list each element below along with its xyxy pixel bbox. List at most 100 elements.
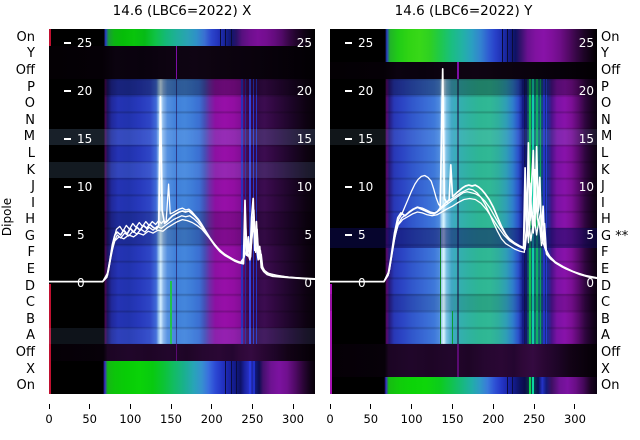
x-tick-label: 300 xyxy=(282,412,304,426)
heatmap-column-line xyxy=(249,78,252,345)
row-label: K xyxy=(26,162,35,178)
beam-trace-4 xyxy=(49,218,315,283)
row-label: Off xyxy=(15,345,35,360)
value-tick-dash xyxy=(64,234,71,236)
row-label: C xyxy=(601,295,611,311)
heatmap-column-line xyxy=(457,62,459,79)
heatmap-column-line xyxy=(241,78,244,345)
x-tick-label: 200 xyxy=(482,412,505,426)
heatmap-column-line xyxy=(255,78,257,345)
row-label: I xyxy=(31,195,35,211)
value-tick-label: 5 xyxy=(345,228,366,242)
x-tick-label: 100 xyxy=(119,412,142,426)
row-label: D xyxy=(601,278,612,294)
row-label: X xyxy=(26,361,35,377)
heatmap-column-line xyxy=(521,78,524,345)
value-tick-label: 15 xyxy=(296,132,312,146)
row-label: I xyxy=(601,195,605,211)
heatmap-column-line xyxy=(49,283,52,394)
value-tick-text: 5 xyxy=(77,228,85,242)
heatmap-column-line xyxy=(175,45,178,79)
heatmap-panel-y: 0 0 5 5 10 10 15 15 20 20 25 25 xyxy=(330,29,597,394)
value-tick-dash xyxy=(64,42,71,44)
heatmap-column-line xyxy=(169,281,172,345)
heatmap-band-off-gap-top xyxy=(330,62,597,79)
value-tick-label: 20 xyxy=(578,84,594,98)
heatmap-column-line xyxy=(528,377,531,394)
x-tick xyxy=(89,404,91,409)
x-tick xyxy=(451,404,453,409)
heatmap-band-dipole-on-top xyxy=(49,29,315,46)
heatmap-column-line xyxy=(220,29,222,46)
panel-title-x: 14.6 (LBC6=2022) X xyxy=(112,3,252,19)
value-tick-label: 25 xyxy=(345,36,373,50)
value-tick-text: 10 xyxy=(358,180,374,194)
value-tick-label: 5 xyxy=(586,228,594,242)
heatmap-column-line xyxy=(501,29,503,63)
value-tick-label: 25 xyxy=(578,36,594,50)
x-tick xyxy=(329,404,331,409)
row-label: Off xyxy=(601,62,621,78)
value-tick-label: 5 xyxy=(304,228,312,242)
value-tick-dash xyxy=(345,42,352,44)
row-label: Y xyxy=(601,46,609,62)
value-tick-label: 15 xyxy=(64,132,92,146)
value-tick-dash xyxy=(64,186,71,188)
x-tick xyxy=(411,404,413,409)
row-label: G xyxy=(24,228,35,244)
row-label: Off xyxy=(15,62,35,78)
row-label: Off xyxy=(601,345,621,360)
beam-profile-overlay xyxy=(330,68,597,283)
heatmap-panel-x: 0 0 5 5 10 10 15 15 20 20 25 25 xyxy=(49,29,315,394)
value-tick-dash xyxy=(345,138,352,140)
value-tick-label: 20 xyxy=(296,84,312,98)
value-tick-label: 0 xyxy=(345,276,366,290)
heatmap-column-line xyxy=(507,29,509,63)
x-tick xyxy=(251,404,253,409)
heatmap-band-dipole-on-top xyxy=(330,29,597,63)
value-tick-label: 0 xyxy=(64,276,85,290)
value-tick-text: 0 xyxy=(77,276,85,290)
value-tick-dash xyxy=(64,90,71,92)
panel-title-y: 14.6 (LBC6=2022) Y xyxy=(394,3,533,19)
row-labels-right: On Y Off P O N M L K J I H G ** F E D C B A Off X On xyxy=(601,29,640,394)
beam-trace-2 xyxy=(49,183,315,283)
heatmap-column-line xyxy=(452,311,454,345)
value-tick-label: 10 xyxy=(296,180,312,194)
heatmap-column-line xyxy=(248,360,251,394)
heatmap-band-off-gap-bottom xyxy=(49,344,315,361)
value-tick-label: 5 xyxy=(64,228,85,242)
row-label: G ** xyxy=(601,228,629,244)
x-tick-label: 250 xyxy=(241,412,264,426)
row-label: A xyxy=(26,328,35,344)
value-tick-label: 20 xyxy=(345,84,373,98)
value-tick-text: 20 xyxy=(77,84,93,98)
row-label: L xyxy=(601,145,609,161)
row-label: On xyxy=(601,29,620,45)
row-label: F xyxy=(601,245,609,261)
row-label: O xyxy=(24,96,35,112)
heatmap-column-line xyxy=(440,228,442,345)
x-tick xyxy=(574,404,576,409)
heatmap-column-line xyxy=(225,360,227,394)
value-tick-dash xyxy=(345,186,352,188)
value-tick-label: 10 xyxy=(578,180,594,194)
x-tick-label: 200 xyxy=(200,412,223,426)
value-tick-label: 0 xyxy=(586,276,594,290)
x-tick-label: 0 xyxy=(326,412,334,426)
x-tick-label: 50 xyxy=(363,412,379,426)
row-label: O xyxy=(601,96,612,112)
heatmap-column-line xyxy=(457,78,459,345)
value-tick-text: 15 xyxy=(77,132,93,146)
beam-trace-1 xyxy=(330,68,597,283)
row-label: M xyxy=(23,129,35,145)
heatmap-column-line xyxy=(175,78,178,345)
value-tick-text: 25 xyxy=(358,36,374,50)
beam-trace-2 xyxy=(330,174,597,283)
row-label: On xyxy=(601,378,620,394)
x-tick xyxy=(492,404,494,409)
value-tick-dash xyxy=(345,234,352,236)
value-tick-text: 20 xyxy=(358,84,374,98)
beam-trace-3 xyxy=(49,209,315,283)
heatmap-column-line xyxy=(546,78,548,345)
